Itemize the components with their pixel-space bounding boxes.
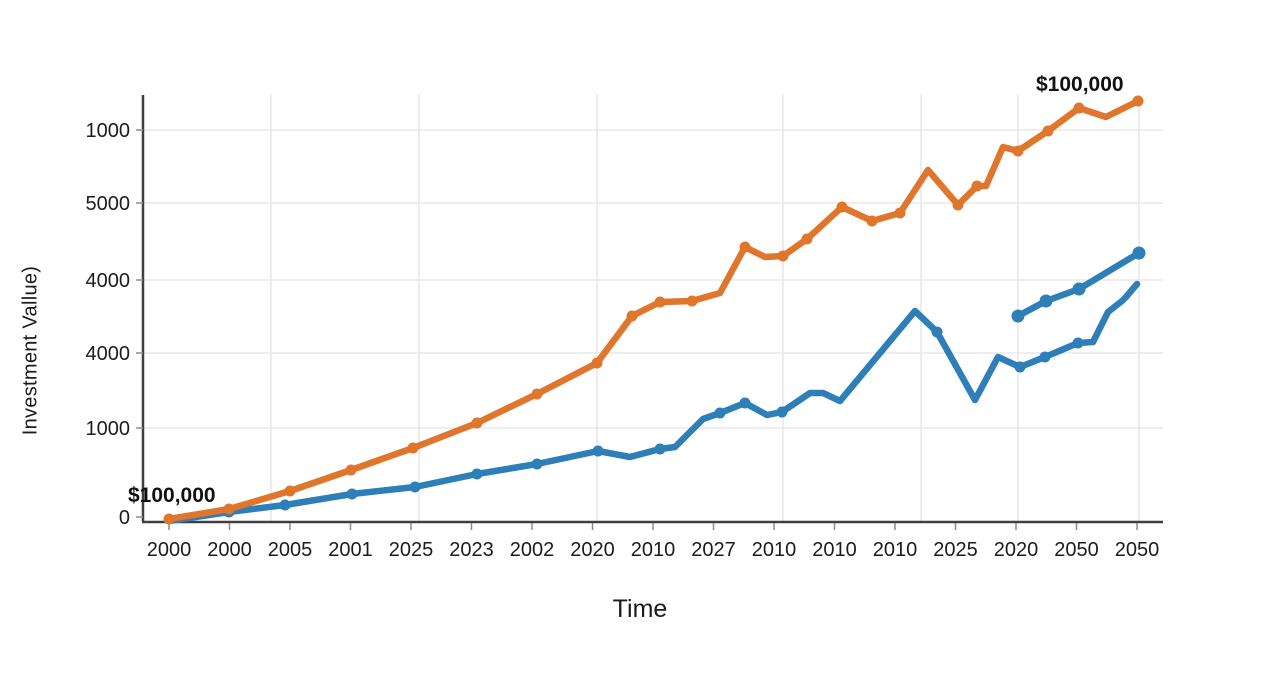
x-tick-label: 2025 [389, 539, 434, 561]
axes [141, 95, 1163, 524]
x-tick-label: 2010 [812, 539, 857, 561]
orange-investment-line-marker [777, 250, 789, 262]
blue-investment-line-marker [1039, 351, 1051, 363]
orange-investment-line-marker [836, 201, 848, 213]
blue-investment-line-marker [409, 481, 421, 493]
orange-investment-line-marker [801, 233, 813, 245]
x-tick-label: 2010 [752, 539, 797, 561]
blue-investment-line-marker [739, 397, 751, 409]
orange-investment-line-marker [626, 310, 638, 322]
blue-upper-branch-line-marker [1132, 246, 1146, 260]
orange-investment-line-marker [654, 296, 666, 308]
orange-investment-line-group [163, 95, 1144, 525]
y-tick-label: 0 [119, 507, 130, 529]
orange-investment-line-marker [1042, 125, 1054, 137]
orange-investment-line-marker [739, 241, 751, 253]
blue-upper-branch-line-marker [1039, 294, 1053, 308]
blue-investment-line-marker [714, 407, 726, 419]
gridlines [143, 95, 1163, 522]
orange-investment-line-marker [1012, 145, 1024, 157]
x-tick-label: 2050 [1054, 539, 1099, 561]
orange-investment-line-marker [345, 464, 357, 476]
blue-investment-line-marker [531, 458, 543, 470]
y-tick-labels: 1000 5000 4000 4000 1000 0 [86, 120, 143, 529]
x-tick-label: 2001 [328, 539, 373, 561]
x-tick-label: 2010 [873, 539, 918, 561]
x-tick-label: 2023 [449, 539, 494, 561]
y-tick-label: 1000 [86, 120, 131, 142]
x-tick-label: 2025 [933, 539, 978, 561]
orange-investment-line-marker [971, 180, 983, 192]
annotation-end-value: $100,000 [1036, 73, 1124, 96]
orange-investment-line [165, 97, 1142, 523]
blue-investment-line-marker [1014, 361, 1026, 373]
x-tick-label: 2020 [570, 539, 615, 561]
blue-investment-line-marker [654, 443, 666, 455]
orange-investment-line-marker [1073, 102, 1085, 114]
orange-investment-line-marker [952, 199, 964, 211]
blue-investment-line-marker [471, 468, 483, 480]
annotation-start-value: $100,000 [128, 484, 216, 507]
orange-investment-line-marker [284, 485, 296, 497]
x-tick-label: 2027 [691, 539, 736, 561]
blue-upper-branch-line-group [1011, 246, 1146, 323]
orange-investment-line-marker [894, 207, 906, 219]
orange-investment-line-marker [591, 357, 603, 369]
blue-upper-branch-line [1014, 249, 1143, 320]
x-tick-label: 2050 [1115, 539, 1160, 561]
x-tick-label: 2000 [207, 539, 252, 561]
blue-investment-line-marker [346, 488, 358, 500]
x-tick-label: 2020 [994, 539, 1039, 561]
x-tick-label: 2000 [147, 539, 192, 561]
orange-investment-line-marker [531, 388, 543, 400]
orange-investment-line-marker [163, 513, 175, 525]
orange-investment-line-marker [223, 503, 235, 515]
blue-upper-branch-line-marker [1072, 282, 1086, 296]
blue-upper-branch-line-marker [1011, 309, 1025, 323]
orange-investment-line-marker [471, 417, 483, 429]
x-tick-label: 2010 [631, 539, 676, 561]
x-tick-label: 2002 [510, 539, 555, 561]
x-axis-title: Time [612, 595, 668, 623]
y-tick-label: 4000 [86, 343, 131, 365]
y-tick-label: 4000 [86, 270, 131, 292]
orange-investment-line-marker [407, 442, 419, 454]
orange-investment-line-marker [866, 215, 878, 227]
y-tick-label: 5000 [86, 193, 131, 215]
orange-investment-line-marker [686, 295, 698, 307]
blue-investment-line-marker [776, 406, 788, 418]
blue-investment-line-marker [279, 499, 291, 511]
x-tick-label: 2005 [268, 539, 313, 561]
blue-investment-line-marker [931, 326, 943, 338]
y-tick-label: 1000 [86, 418, 131, 440]
blue-investment-line-marker [1072, 337, 1084, 349]
x-tick-labels: 2000 2000 2005 2001 2025 2023 2002 2020 2010 2027… [147, 523, 1160, 561]
orange-investment-line-marker [1132, 95, 1144, 107]
blue-investment-line-marker [592, 445, 604, 457]
